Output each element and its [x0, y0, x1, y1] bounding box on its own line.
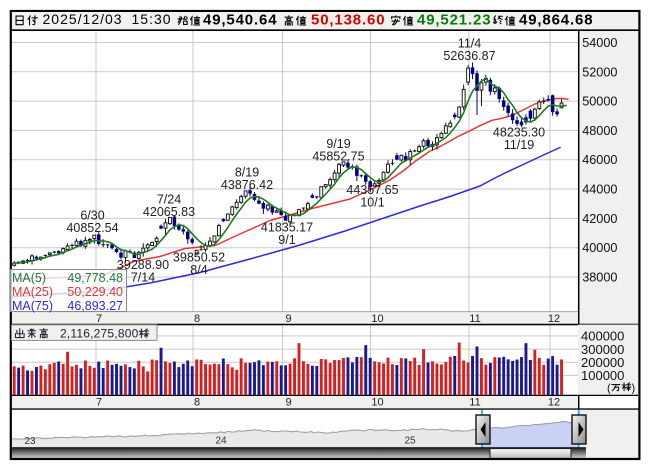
svg-text:42000: 42000 [582, 212, 617, 226]
svg-text:MA(5): MA(5) [12, 271, 46, 285]
svg-text:49,540.64: 49,540.64 [203, 11, 277, 28]
svg-text:2,116,275,800: 2,116,275,800 [60, 327, 139, 341]
svg-text:49,521.23: 49,521.23 [417, 11, 491, 28]
svg-text:10: 10 [371, 397, 383, 409]
svg-text:400000: 400000 [581, 329, 624, 344]
svg-text:44000: 44000 [582, 183, 617, 197]
svg-text:7: 7 [96, 397, 102, 409]
svg-text:41835.17: 41835.17 [261, 221, 313, 235]
svg-text:45852.75: 45852.75 [312, 149, 364, 163]
svg-text:52636.87: 52636.87 [443, 49, 495, 63]
svg-text:24: 24 [215, 436, 227, 447]
svg-text:7/14: 7/14 [131, 270, 155, 284]
svg-text:10/1: 10/1 [360, 195, 384, 209]
svg-text:7: 7 [96, 313, 102, 325]
svg-text:48235.30: 48235.30 [493, 126, 545, 140]
svg-text:40852.54: 40852.54 [66, 221, 118, 235]
svg-text:8/4: 8/4 [190, 263, 207, 277]
svg-text:11/19: 11/19 [504, 138, 534, 152]
svg-text:8: 8 [194, 313, 200, 325]
svg-text:49,864.68: 49,864.68 [519, 11, 593, 28]
svg-text:54000: 54000 [582, 36, 617, 50]
svg-text:38000: 38000 [582, 271, 617, 285]
svg-text:40000: 40000 [582, 241, 617, 255]
svg-text:48000: 48000 [582, 124, 617, 138]
svg-text:43876.42: 43876.42 [221, 178, 273, 192]
svg-text:46000: 46000 [582, 153, 617, 167]
svg-text:12: 12 [548, 313, 560, 325]
svg-text:100000: 100000 [581, 368, 624, 383]
svg-text:300000: 300000 [581, 342, 624, 357]
svg-text:50,229.40: 50,229.40 [67, 285, 123, 299]
svg-text:15:30: 15:30 [132, 11, 172, 27]
svg-text:44357.65: 44357.65 [346, 183, 398, 197]
svg-text:9: 9 [285, 397, 291, 409]
svg-text:8/19: 8/19 [235, 166, 259, 180]
svg-text:9/19: 9/19 [326, 137, 350, 151]
svg-text:2025/12/03: 2025/12/03 [43, 11, 123, 27]
svg-text:11: 11 [469, 313, 480, 325]
svg-text:39288.90: 39288.90 [117, 258, 169, 272]
svg-text:39850.52: 39850.52 [173, 251, 225, 265]
svg-text:10: 10 [371, 313, 383, 325]
svg-text:(: ( [607, 383, 611, 395]
svg-text:52000: 52000 [582, 65, 617, 79]
svg-text:200000: 200000 [581, 355, 624, 370]
svg-text:8: 8 [194, 397, 200, 409]
svg-text:49,778.48: 49,778.48 [67, 271, 123, 285]
svg-text:11/4: 11/4 [458, 37, 481, 51]
svg-text:9: 9 [285, 313, 291, 325]
svg-text:42065.83: 42065.83 [143, 205, 195, 219]
svg-text:7/24: 7/24 [157, 193, 181, 207]
svg-text:MA(25): MA(25) [12, 285, 53, 299]
svg-text:25: 25 [404, 436, 416, 447]
svg-text:23: 23 [24, 436, 36, 447]
svg-text:50,138.60: 50,138.60 [311, 11, 385, 28]
svg-text:): ) [632, 383, 636, 395]
svg-text:11: 11 [469, 397, 480, 409]
svg-text:MA(75): MA(75) [12, 299, 53, 313]
svg-text:6/30: 6/30 [80, 209, 104, 223]
svg-text:9/1: 9/1 [278, 233, 295, 247]
svg-text:46,893.27: 46,893.27 [67, 299, 123, 313]
svg-text:50000: 50000 [582, 95, 617, 109]
svg-text:12: 12 [548, 397, 560, 409]
